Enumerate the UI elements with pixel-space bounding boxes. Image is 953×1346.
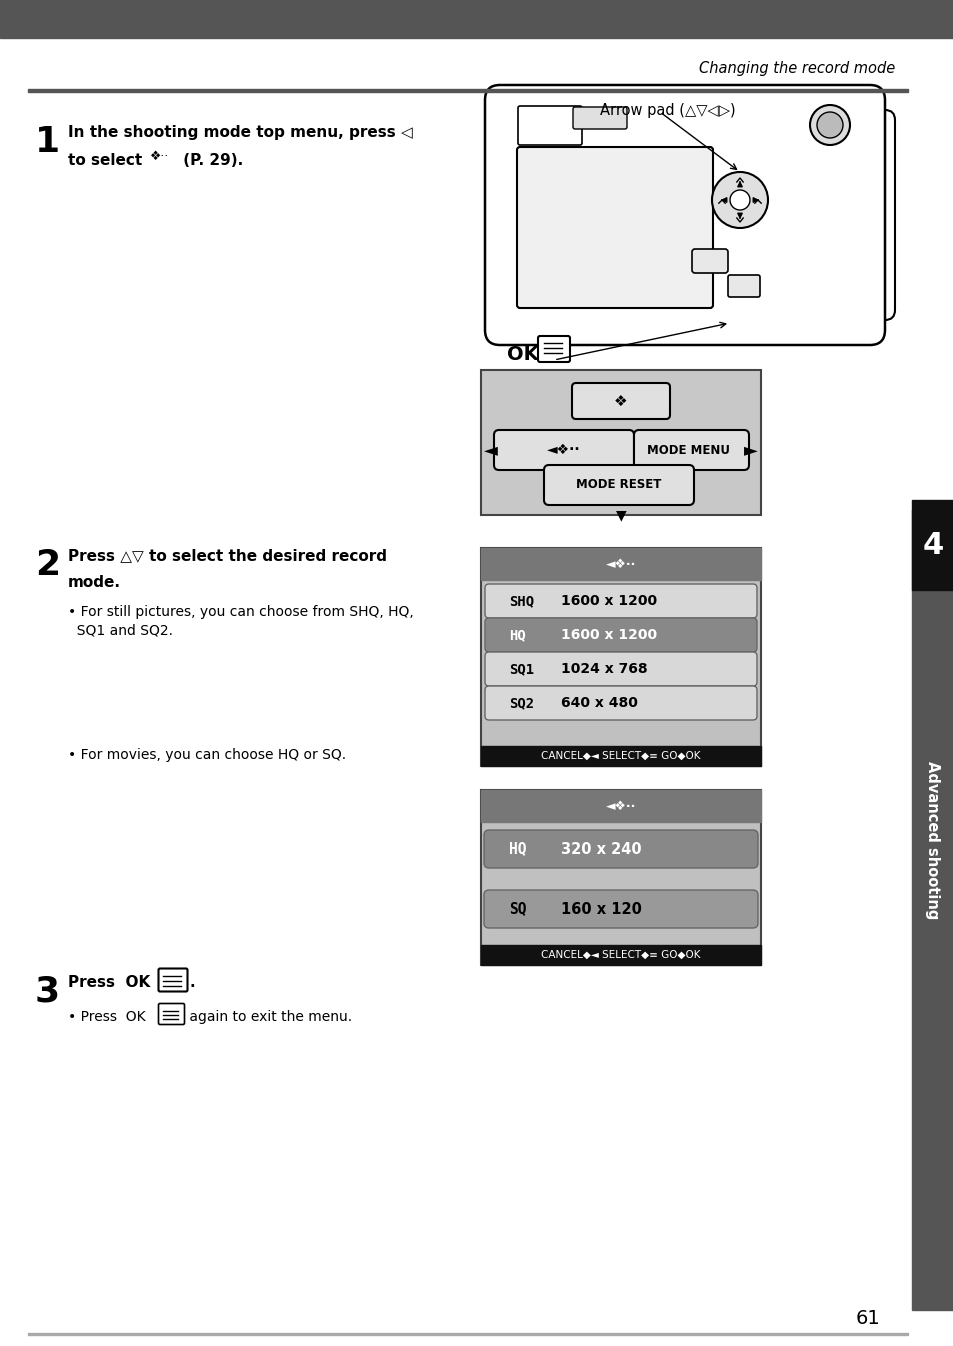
Bar bbox=[911, 499, 953, 590]
Text: Arrow pad (△▽◁▷): Arrow pad (△▽◁▷) bbox=[599, 104, 735, 118]
Text: MODE MENU: MODE MENU bbox=[647, 443, 730, 456]
Text: ◄❖··: ◄❖·· bbox=[605, 800, 636, 813]
FancyBboxPatch shape bbox=[517, 147, 712, 308]
Text: HQ: HQ bbox=[509, 629, 525, 642]
Text: ❖··: ❖·· bbox=[150, 149, 169, 163]
FancyBboxPatch shape bbox=[484, 651, 757, 686]
Text: In the shooting mode top menu, press ◁: In the shooting mode top menu, press ◁ bbox=[68, 125, 413, 140]
Text: 1600 x 1200: 1600 x 1200 bbox=[560, 629, 657, 642]
Bar bbox=[480, 548, 760, 766]
Circle shape bbox=[809, 105, 849, 145]
Text: ►: ► bbox=[743, 441, 758, 459]
FancyBboxPatch shape bbox=[484, 584, 757, 618]
Text: 1024 x 768: 1024 x 768 bbox=[560, 662, 647, 676]
Text: 1600 x 1200: 1600 x 1200 bbox=[560, 594, 657, 608]
Bar bbox=[480, 746, 760, 766]
FancyBboxPatch shape bbox=[804, 110, 894, 320]
FancyBboxPatch shape bbox=[572, 384, 669, 419]
FancyBboxPatch shape bbox=[537, 336, 569, 362]
FancyBboxPatch shape bbox=[494, 429, 634, 470]
Bar bbox=[28, 1333, 907, 1335]
Bar bbox=[28, 89, 907, 92]
Text: OK: OK bbox=[506, 345, 538, 363]
Bar bbox=[480, 790, 760, 965]
Text: to select: to select bbox=[68, 153, 148, 168]
FancyBboxPatch shape bbox=[543, 464, 693, 505]
Text: mode.: mode. bbox=[68, 575, 121, 590]
Text: SQ1: SQ1 bbox=[509, 662, 534, 676]
Circle shape bbox=[816, 112, 842, 139]
FancyBboxPatch shape bbox=[634, 429, 748, 470]
Text: • For still pictures, you can choose from SHQ, HQ,: • For still pictures, you can choose fro… bbox=[68, 604, 414, 619]
FancyBboxPatch shape bbox=[727, 275, 760, 297]
Text: SQ1 and SQ2.: SQ1 and SQ2. bbox=[68, 623, 172, 637]
FancyBboxPatch shape bbox=[484, 686, 757, 720]
Text: ◄: ◄ bbox=[483, 441, 497, 459]
Text: 4: 4 bbox=[922, 530, 943, 560]
Text: ◄❖··: ◄❖·· bbox=[547, 443, 580, 458]
Text: ❖: ❖ bbox=[614, 393, 627, 408]
Bar bbox=[911, 510, 953, 1310]
Text: 2: 2 bbox=[35, 548, 60, 581]
Text: CANCEL◆◄ SELECT◆≡ GO◆OK: CANCEL◆◄ SELECT◆≡ GO◆OK bbox=[540, 950, 700, 960]
Bar bbox=[480, 548, 760, 580]
Text: 1: 1 bbox=[35, 125, 60, 159]
FancyBboxPatch shape bbox=[483, 890, 758, 927]
Text: 320 x 240: 320 x 240 bbox=[560, 841, 641, 856]
Text: 61: 61 bbox=[854, 1308, 879, 1327]
Text: (P. 29).: (P. 29). bbox=[178, 153, 243, 168]
FancyBboxPatch shape bbox=[573, 106, 626, 129]
Text: HQ: HQ bbox=[509, 841, 526, 856]
FancyBboxPatch shape bbox=[517, 106, 581, 145]
Text: Advanced shooting: Advanced shooting bbox=[924, 760, 940, 919]
FancyBboxPatch shape bbox=[158, 969, 188, 992]
Text: ▼: ▼ bbox=[615, 507, 626, 522]
Bar bbox=[480, 370, 760, 516]
Text: .: . bbox=[190, 975, 195, 991]
Text: 3: 3 bbox=[35, 975, 60, 1010]
FancyBboxPatch shape bbox=[483, 830, 758, 868]
Bar bbox=[480, 945, 760, 965]
Text: again to exit the menu.: again to exit the menu. bbox=[185, 1010, 352, 1024]
Text: 160 x 120: 160 x 120 bbox=[560, 902, 641, 917]
FancyBboxPatch shape bbox=[158, 1004, 184, 1024]
Text: ▲: ▲ bbox=[615, 385, 626, 398]
FancyBboxPatch shape bbox=[691, 249, 727, 273]
Circle shape bbox=[711, 172, 767, 227]
Circle shape bbox=[729, 190, 749, 210]
FancyBboxPatch shape bbox=[484, 618, 757, 651]
Text: ◄❖··: ◄❖·· bbox=[605, 557, 636, 571]
Text: • Press  OK: • Press OK bbox=[68, 1010, 146, 1024]
Text: SQ: SQ bbox=[509, 902, 526, 917]
Bar bbox=[480, 790, 760, 822]
Text: SHQ: SHQ bbox=[509, 594, 534, 608]
Text: Press  OK: Press OK bbox=[68, 975, 150, 991]
Text: 640 x 480: 640 x 480 bbox=[560, 696, 638, 709]
Text: CANCEL◆◄ SELECT◆≡ GO◆OK: CANCEL◆◄ SELECT◆≡ GO◆OK bbox=[540, 751, 700, 760]
Text: Changing the record mode: Changing the record mode bbox=[698, 61, 894, 75]
Text: MODE RESET: MODE RESET bbox=[576, 478, 661, 491]
Text: SQ2: SQ2 bbox=[509, 696, 534, 709]
Text: Press △▽ to select the desired record: Press △▽ to select the desired record bbox=[68, 548, 387, 563]
Text: • For movies, you can choose HQ or SQ.: • For movies, you can choose HQ or SQ. bbox=[68, 748, 346, 762]
FancyBboxPatch shape bbox=[484, 85, 884, 345]
Bar bbox=[0, 0, 953, 38]
